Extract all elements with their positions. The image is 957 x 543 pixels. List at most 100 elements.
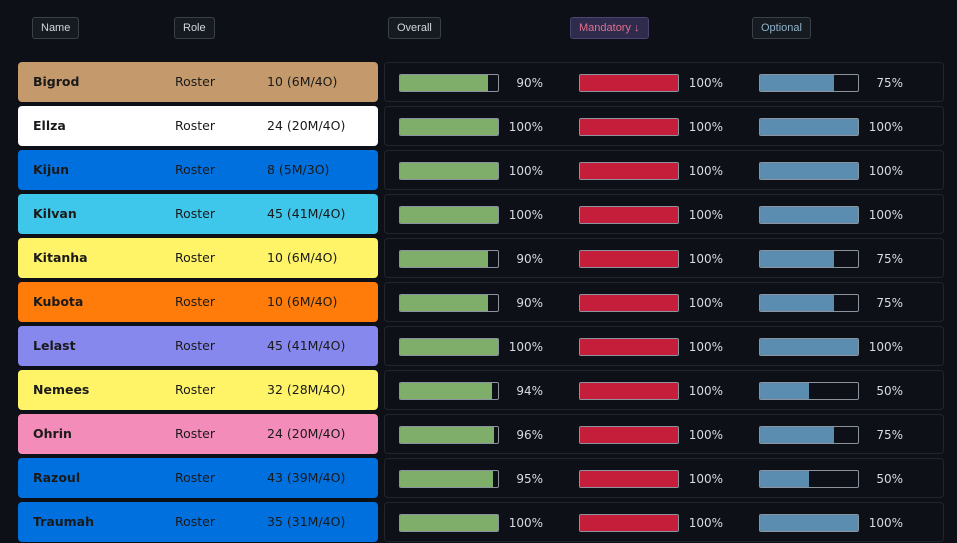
table-row[interactable]: Nemees Roster 32 (28M/4O) 94% 100% 50% — [18, 370, 944, 410]
table-row[interactable]: Kitanha Roster 10 (6M/4O) 90% 100% 75% — [18, 238, 944, 278]
member-name: Nemees — [33, 382, 90, 397]
optional-progress-bar — [759, 294, 859, 312]
mandatory-progress-bar — [579, 514, 679, 532]
overall-progress-bar — [399, 426, 499, 444]
overall-progress-fill — [400, 207, 498, 223]
mandatory-percent: 100% — [688, 76, 723, 90]
overall-progress-fill — [400, 339, 498, 355]
overall-percent: 94% — [516, 384, 543, 398]
attendance-stats: 94% 100% 50% — [384, 370, 944, 410]
mandatory-progress-bar — [579, 206, 679, 224]
member-card[interactable]: Razoul Roster 43 (39M/4O) — [18, 458, 378, 498]
overall-progress-bar — [399, 250, 499, 268]
member-name: Ellza — [33, 118, 66, 133]
sort-by-overall-button[interactable]: Overall — [388, 17, 441, 39]
mandatory-percent: 100% — [688, 208, 723, 222]
sort-by-mandatory-button[interactable]: Mandatory ↓ — [570, 17, 649, 39]
mandatory-percent: 100% — [688, 428, 723, 442]
mandatory-progress-fill — [580, 119, 678, 135]
attendance-stats: 100% 100% 100% — [384, 502, 944, 542]
overall-progress-bar — [399, 338, 499, 356]
optional-progress-bar — [759, 206, 859, 224]
attendance-stats: 100% 100% 100% — [384, 326, 944, 366]
mandatory-progress-bar — [579, 74, 679, 92]
mandatory-progress-bar — [579, 338, 679, 356]
optional-percent: 75% — [876, 428, 903, 442]
member-card[interactable]: Lelast Roster 45 (41M/4O) — [18, 326, 378, 366]
member-role: Roster — [175, 162, 216, 177]
member-role: Roster — [175, 514, 216, 529]
attendance-count: 32 (28M/4O) — [267, 382, 346, 397]
optional-progress-bar — [759, 514, 859, 532]
member-card[interactable]: Kitanha Roster 10 (6M/4O) — [18, 238, 378, 278]
overall-percent: 100% — [508, 164, 543, 178]
mandatory-progress-bar — [579, 118, 679, 136]
table-row[interactable]: Ellza Roster 24 (20M/4O) 100% 100% 100% — [18, 106, 944, 146]
overall-progress-fill — [400, 75, 489, 91]
table-row[interactable]: Razoul Roster 43 (39M/4O) 95% 100% 50% — [18, 458, 944, 498]
table-row[interactable]: Lelast Roster 45 (41M/4O) 100% 100% 100% — [18, 326, 944, 366]
member-card[interactable]: Ohrin Roster 24 (20M/4O) — [18, 414, 378, 454]
member-card[interactable]: Bigrod Roster 10 (6M/4O) — [18, 62, 378, 102]
mandatory-progress-bar — [579, 382, 679, 400]
overall-percent: 96% — [516, 428, 543, 442]
optional-percent: 100% — [868, 164, 903, 178]
member-name: Lelast — [33, 338, 76, 353]
attendance-stats: 95% 100% 50% — [384, 458, 944, 498]
member-role: Roster — [175, 118, 216, 133]
attendance-count: 45 (41M/4O) — [267, 206, 346, 221]
overall-progress-bar — [399, 118, 499, 136]
sort-by-optional-button[interactable]: Optional — [752, 17, 811, 39]
sort-by-name-button[interactable]: Name — [32, 17, 80, 39]
member-name: Razoul — [33, 470, 81, 485]
member-role: Roster — [175, 338, 216, 353]
attendance-stats: 100% 100% 100% — [384, 106, 944, 146]
sort-by-role-button[interactable]: Role — [174, 17, 215, 39]
mandatory-progress-fill — [580, 207, 678, 223]
member-card[interactable]: Kubota Roster 10 (6M/4O) — [18, 282, 378, 322]
mandatory-percent: 100% — [688, 340, 723, 354]
overall-percent: 90% — [516, 296, 543, 310]
member-role: Roster — [175, 250, 216, 265]
table-row[interactable]: Traumah Roster 35 (31M/4O) 100% 100% 100% — [18, 502, 944, 542]
table-row[interactable]: Kilvan Roster 45 (41M/4O) 100% 100% 100% — [18, 194, 944, 234]
member-role: Roster — [175, 426, 216, 441]
attendance-count: 10 (6M/4O) — [267, 250, 338, 265]
member-name: Kubota — [33, 294, 84, 309]
overall-progress-fill — [400, 471, 494, 487]
optional-progress-fill — [760, 471, 809, 487]
optional-percent: 100% — [868, 208, 903, 222]
overall-percent: 100% — [508, 208, 543, 222]
overall-progress-bar — [399, 74, 499, 92]
overall-percent: 100% — [508, 120, 543, 134]
optional-progress-bar — [759, 470, 859, 488]
table-row[interactable]: Kubota Roster 10 (6M/4O) 90% 100% 75% — [18, 282, 944, 322]
overall-progress-fill — [400, 251, 489, 267]
member-card[interactable]: Kijun Roster 8 (5M/3O) — [18, 150, 378, 190]
table-row[interactable]: Bigrod Roster 10 (6M/4O) 90% 100% 75% — [18, 62, 944, 102]
table-row[interactable]: Ohrin Roster 24 (20M/4O) 96% 100% 75% — [18, 414, 944, 454]
member-role: Roster — [175, 294, 216, 309]
member-card[interactable]: Kilvan Roster 45 (41M/4O) — [18, 194, 378, 234]
attendance-count: 24 (20M/4O) — [267, 426, 346, 441]
overall-percent: 95% — [516, 472, 543, 486]
mandatory-progress-bar — [579, 250, 679, 268]
table-row[interactable]: Kijun Roster 8 (5M/3O) 100% 100% 100% — [18, 150, 944, 190]
member-card[interactable]: Ellza Roster 24 (20M/4O) — [18, 106, 378, 146]
optional-progress-bar — [759, 162, 859, 180]
optional-percent: 100% — [868, 120, 903, 134]
optional-progress-fill — [760, 383, 809, 399]
mandatory-percent: 100% — [688, 384, 723, 398]
overall-progress-bar — [399, 382, 499, 400]
attendance-count: 24 (20M/4O) — [267, 118, 346, 133]
attendance-count: 43 (39M/4O) — [267, 470, 346, 485]
overall-progress-bar — [399, 514, 499, 532]
member-card[interactable]: Traumah Roster 35 (31M/4O) — [18, 502, 378, 542]
overall-progress-bar — [399, 162, 499, 180]
member-card[interactable]: Nemees Roster 32 (28M/4O) — [18, 370, 378, 410]
mandatory-percent: 100% — [688, 516, 723, 530]
optional-progress-bar — [759, 74, 859, 92]
mandatory-progress-bar — [579, 294, 679, 312]
overall-percent: 100% — [508, 340, 543, 354]
optional-progress-fill — [760, 427, 834, 443]
